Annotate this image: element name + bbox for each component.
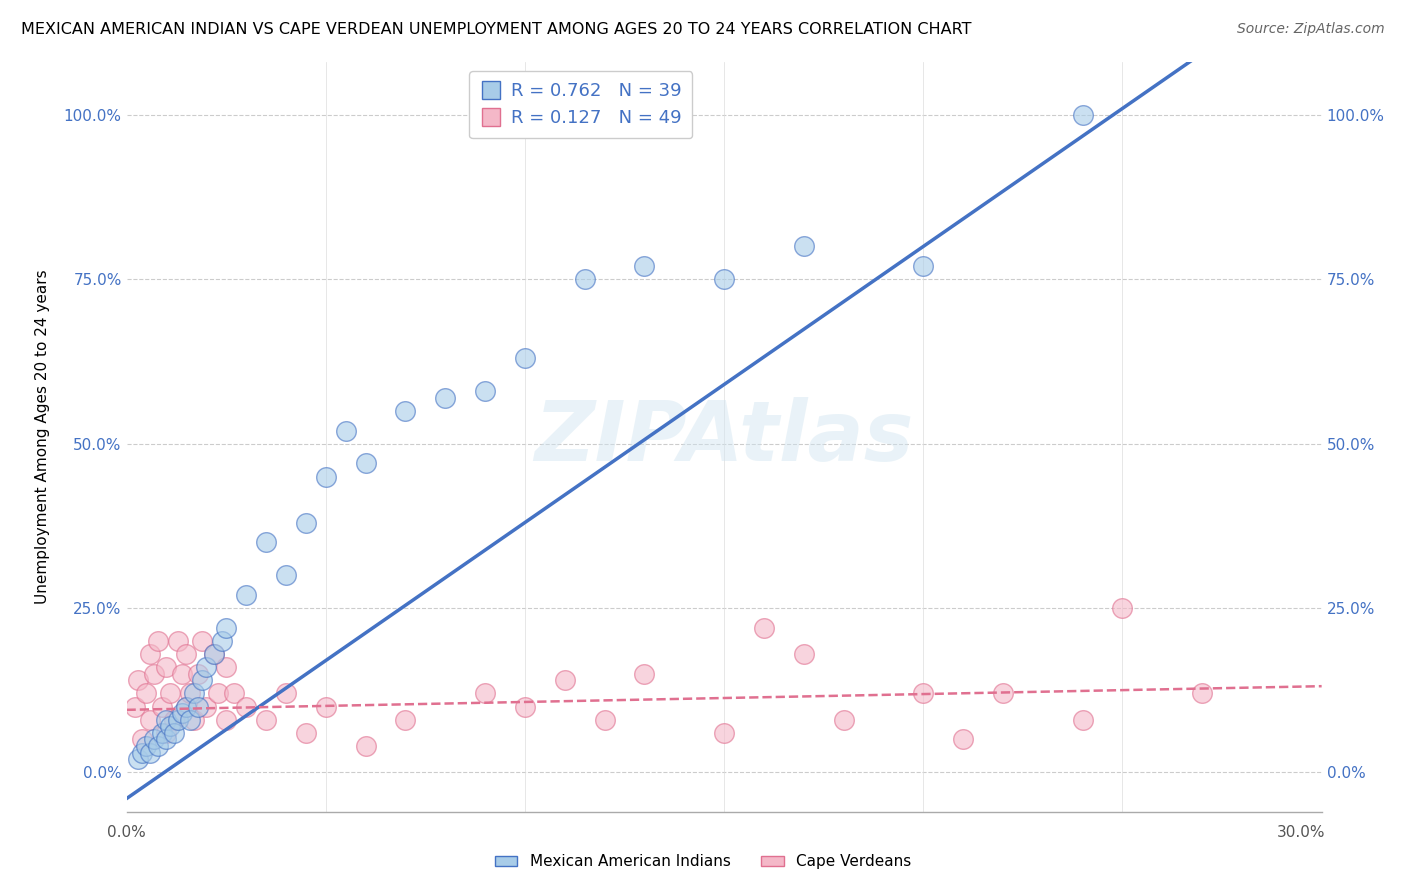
- Point: [474, 384, 496, 398]
- Point: [131, 746, 153, 760]
- Point: [1111, 601, 1133, 615]
- Point: [211, 633, 233, 648]
- Point: [179, 713, 201, 727]
- Point: [274, 686, 297, 700]
- Point: [150, 726, 174, 740]
- Point: [215, 713, 238, 727]
- Point: [195, 660, 218, 674]
- Point: [633, 666, 655, 681]
- Y-axis label: Unemployment Among Ages 20 to 24 years: Unemployment Among Ages 20 to 24 years: [35, 269, 49, 605]
- Point: [183, 686, 205, 700]
- Point: [713, 726, 735, 740]
- Point: [183, 713, 205, 727]
- Point: [1071, 108, 1094, 122]
- Point: [294, 726, 316, 740]
- Point: [254, 713, 277, 727]
- Point: [354, 456, 377, 470]
- Text: 0.0%: 0.0%: [107, 825, 145, 840]
- Point: [167, 713, 190, 727]
- Point: [394, 404, 416, 418]
- Point: [254, 535, 277, 549]
- Point: [135, 686, 157, 700]
- Point: [1071, 713, 1094, 727]
- Point: [315, 699, 337, 714]
- Point: [202, 647, 225, 661]
- Point: [394, 713, 416, 727]
- Point: [315, 469, 337, 483]
- Point: [207, 686, 229, 700]
- Point: [554, 673, 576, 688]
- Point: [124, 699, 146, 714]
- Point: [187, 699, 209, 714]
- Point: [832, 713, 855, 727]
- Point: [174, 699, 197, 714]
- Legend: R = 0.762   N = 39, R = 0.127   N = 49: R = 0.762 N = 39, R = 0.127 N = 49: [470, 71, 692, 138]
- Point: [187, 666, 209, 681]
- Point: [713, 272, 735, 286]
- Point: [139, 746, 162, 760]
- Point: [912, 259, 935, 273]
- Point: [191, 673, 214, 688]
- Point: [148, 739, 170, 753]
- Point: [135, 739, 157, 753]
- Point: [574, 272, 596, 286]
- Point: [174, 699, 197, 714]
- Point: [633, 259, 655, 273]
- Text: 30.0%: 30.0%: [1277, 825, 1326, 840]
- Text: Source: ZipAtlas.com: Source: ZipAtlas.com: [1237, 22, 1385, 37]
- Point: [155, 713, 177, 727]
- Point: [179, 686, 201, 700]
- Text: MEXICAN AMERICAN INDIAN VS CAPE VERDEAN UNEMPLOYMENT AMONG AGES 20 TO 24 YEARS C: MEXICAN AMERICAN INDIAN VS CAPE VERDEAN …: [21, 22, 972, 37]
- Point: [127, 673, 149, 688]
- Point: [215, 660, 238, 674]
- Point: [148, 633, 170, 648]
- Point: [274, 568, 297, 582]
- Point: [163, 726, 186, 740]
- Point: [155, 726, 177, 740]
- Point: [235, 699, 257, 714]
- Point: [1191, 686, 1213, 700]
- Point: [335, 424, 357, 438]
- Point: [195, 699, 218, 714]
- Point: [163, 713, 186, 727]
- Point: [202, 647, 225, 661]
- Point: [215, 621, 238, 635]
- Legend: Mexican American Indians, Cape Verdeans: Mexican American Indians, Cape Verdeans: [488, 848, 918, 875]
- Point: [143, 732, 166, 747]
- Point: [155, 732, 177, 747]
- Point: [159, 686, 181, 700]
- Point: [167, 633, 190, 648]
- Point: [294, 516, 316, 530]
- Point: [752, 621, 775, 635]
- Point: [155, 660, 177, 674]
- Point: [793, 647, 815, 661]
- Point: [191, 633, 214, 648]
- Point: [159, 719, 181, 733]
- Point: [474, 686, 496, 700]
- Point: [139, 647, 162, 661]
- Point: [172, 706, 194, 720]
- Point: [593, 713, 616, 727]
- Point: [172, 666, 194, 681]
- Point: [174, 647, 197, 661]
- Point: [952, 732, 974, 747]
- Point: [127, 752, 149, 766]
- Point: [143, 666, 166, 681]
- Text: ZIPAtlas: ZIPAtlas: [534, 397, 914, 477]
- Point: [513, 351, 536, 366]
- Point: [139, 713, 162, 727]
- Point: [991, 686, 1014, 700]
- Point: [131, 732, 153, 747]
- Point: [354, 739, 377, 753]
- Point: [912, 686, 935, 700]
- Point: [235, 588, 257, 602]
- Point: [513, 699, 536, 714]
- Point: [222, 686, 246, 700]
- Point: [150, 699, 174, 714]
- Point: [434, 391, 457, 405]
- Point: [793, 239, 815, 253]
